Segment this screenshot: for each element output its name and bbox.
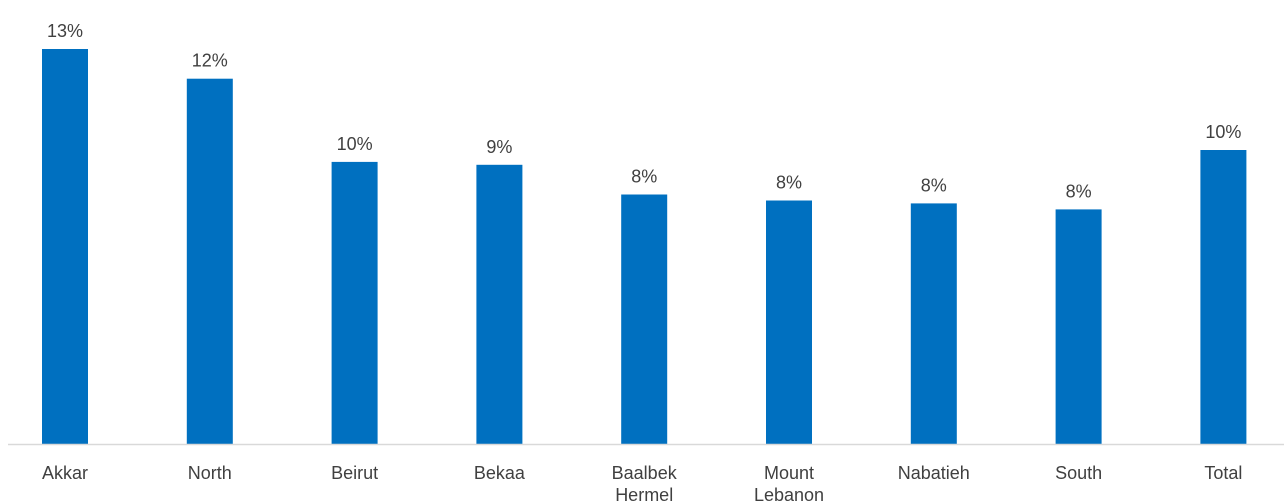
category-label-line: Mount	[764, 463, 814, 483]
data-label: 10%	[1205, 122, 1241, 142]
bar-south	[1055, 209, 1102, 444]
category-label-line: Akkar	[42, 463, 88, 483]
bar-total	[1200, 150, 1247, 444]
category-label: South	[1055, 463, 1102, 483]
category-label: North	[188, 463, 232, 483]
category-label: Beirut	[331, 463, 378, 483]
data-label: 12%	[192, 51, 228, 71]
data-label: 8%	[776, 173, 802, 193]
bar-baalbek-hermel	[621, 194, 668, 444]
category-label: Bekaa	[474, 463, 526, 483]
category-label-line: South	[1055, 463, 1102, 483]
category-label-line: Total	[1204, 463, 1242, 483]
category-label-line: Beirut	[331, 463, 378, 483]
data-label: 10%	[337, 134, 373, 154]
bar-mount-lebanon	[766, 200, 812, 444]
bar-beirut	[331, 161, 378, 444]
category-label: Mount Lebanon	[754, 463, 824, 504]
data-label: 9%	[486, 137, 512, 157]
category-label: Akkar	[42, 463, 88, 483]
category-labels-group: Akkar North Beirut Bekaa Baalbek Hermel Mount L…	[42, 463, 1242, 504]
bar-bekaa	[476, 164, 523, 445]
bar-nabatieh	[910, 203, 957, 444]
data-label: 8%	[921, 175, 947, 195]
category-label-line: Nabatieh	[898, 463, 970, 483]
category-label-line: North	[188, 463, 232, 483]
category-label-line: Baalbek	[612, 463, 678, 483]
category-label: Nabatieh	[898, 463, 970, 483]
category-label: Total	[1204, 463, 1242, 483]
category-label: Baalbek Hermel	[612, 463, 678, 504]
bars-group	[42, 49, 1247, 445]
bar-north	[186, 78, 233, 444]
value-labels-group: 13% 12% 10% 9% 8% 8% 8% 8% 10%	[47, 21, 1241, 201]
data-label: 8%	[631, 167, 657, 187]
data-label: 8%	[1066, 181, 1092, 201]
category-label-line: Bekaa	[474, 463, 526, 483]
category-label-line: Hermel	[615, 485, 673, 504]
bar-akkar	[42, 49, 88, 444]
data-label: 13%	[47, 21, 83, 41]
category-label-line: Lebanon	[754, 485, 824, 504]
